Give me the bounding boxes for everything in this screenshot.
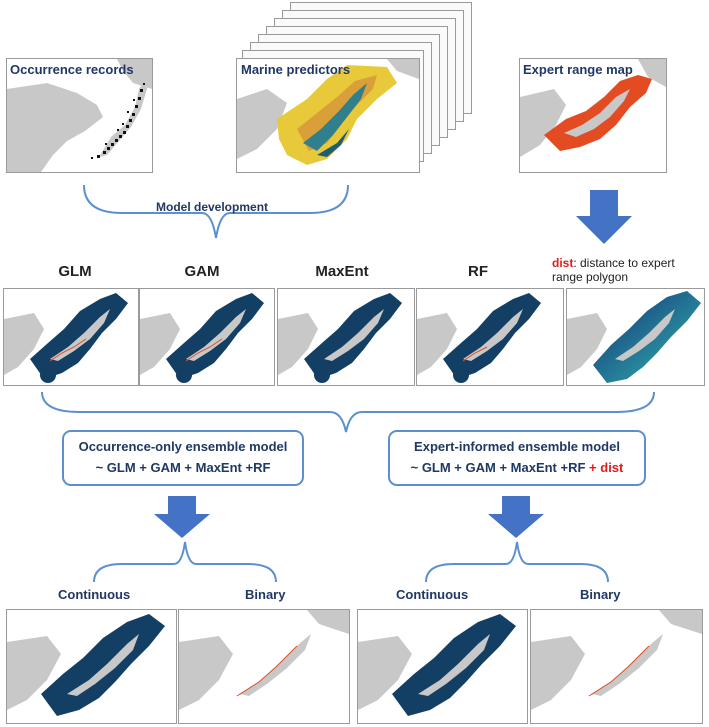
model-label-glm: GLM <box>58 263 92 280</box>
left-binary-map <box>178 609 350 724</box>
expert-arrow-icon <box>576 190 632 244</box>
expert-ensemble-extra: + dist <box>589 460 624 475</box>
occurrence-only-ensemble-box: Occurrence-only ensemble model ~ GLM + G… <box>62 430 304 486</box>
right-output-brace <box>425 541 609 583</box>
occurrence-ensemble-formula: ~ GLM + GAM + MaxEnt +RF <box>95 460 271 475</box>
expert-informed-ensemble-box: Expert-informed ensemble model ~ GLM + G… <box>388 430 646 486</box>
marine-predictors-stack: Marine predictors <box>236 2 472 173</box>
model-label-gam: GAM <box>184 263 220 280</box>
left-continuous-label: Continuous <box>58 587 131 602</box>
right-continuous-label: Continuous <box>396 587 469 602</box>
model-label-maxent: MaxEnt <box>315 263 369 280</box>
dist-label: dist: distance to expert range polygon <box>552 256 702 284</box>
model-development-brace <box>83 184 349 239</box>
dist-keyword: dist <box>552 256 574 270</box>
maxent-map <box>277 288 415 386</box>
gam-map <box>139 288 275 386</box>
left-output-brace <box>93 541 277 583</box>
marine-predictors-title: Marine predictors <box>241 62 351 77</box>
expert-range-title: Expert range map <box>523 62 633 77</box>
dist-description: : distance to expert range polygon <box>552 256 675 284</box>
left-ensemble-arrow-icon <box>154 496 210 538</box>
rf-map <box>416 288 564 386</box>
right-continuous-map <box>357 609 528 724</box>
marine-predictors-map <box>236 58 420 173</box>
occurrence-ensemble-title: Occurrence-only ensemble model <box>78 439 288 454</box>
ensemble-brace <box>41 391 655 433</box>
expert-ensemble-formula: ~ GLM + GAM + MaxEnt +RF <box>410 460 586 475</box>
right-binary-label: Binary <box>580 587 621 602</box>
occurrence-records-title: Occurrence records <box>10 62 134 77</box>
model-development-label: Model development <box>156 200 269 214</box>
left-continuous-map <box>6 609 177 724</box>
glm-map <box>3 288 139 386</box>
expert-ensemble-formula-line: ~ GLM + GAM + MaxEnt +RF + dist <box>390 460 644 475</box>
occurrence-records-map: Occurrence records <box>6 58 153 173</box>
dist-map <box>566 288 705 386</box>
right-binary-map <box>530 609 703 724</box>
right-ensemble-arrow-icon <box>488 496 544 538</box>
expert-ensemble-title: Expert-informed ensemble model <box>414 439 620 454</box>
left-binary-label: Binary <box>245 587 286 602</box>
model-label-rf: RF <box>468 263 488 280</box>
expert-range-map: Expert range map <box>519 58 667 173</box>
